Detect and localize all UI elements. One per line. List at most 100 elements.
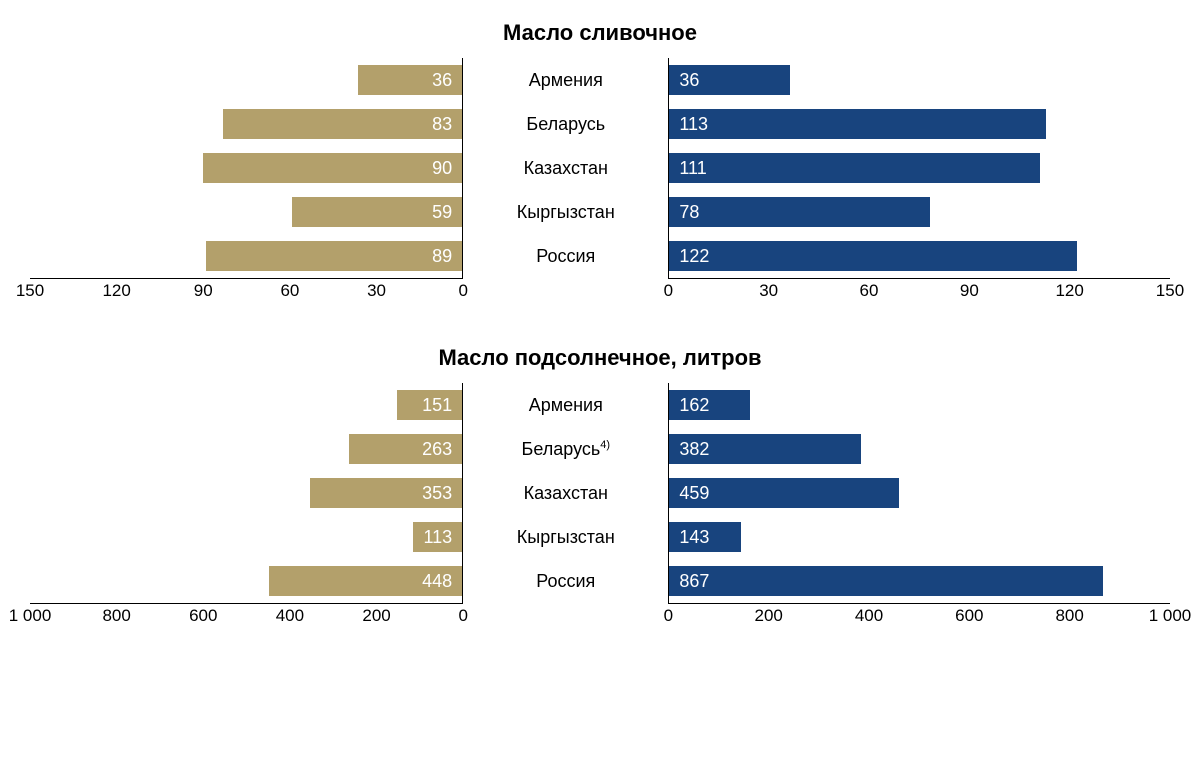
axis-ticks: 0306090120150: [668, 279, 1170, 305]
bar-value: 382: [679, 439, 709, 460]
bar-right: 459: [669, 478, 899, 508]
category-label-text: Кыргызстан: [517, 527, 615, 547]
category-label-text: Армения: [529, 70, 603, 90]
category-row: Беларусь: [463, 102, 668, 146]
bar-row-right: 113: [669, 102, 1170, 146]
panel-right: 36113111781220306090120150: [668, 58, 1170, 305]
category-label: Казахстан: [524, 158, 608, 179]
bar-value: 122: [679, 246, 709, 267]
bars-area: Армения Беларусь4) Казахстан Кыргызстан Росс…: [463, 383, 668, 603]
chart-title: Масло подсолнечное, литров: [30, 345, 1170, 371]
bars-area: 36 83 90 59 89: [30, 58, 463, 278]
axis-spacer: [463, 278, 668, 304]
bar-row-left: 448: [30, 559, 462, 603]
bar-value: 151: [422, 395, 452, 416]
bar-value: 113: [679, 114, 708, 135]
bar-value: 113: [423, 527, 452, 548]
bar-left: 90: [203, 153, 462, 183]
category-label: Армения: [529, 70, 603, 91]
chart-body: 36839059891501209060300АрменияБеларусьКа…: [30, 58, 1170, 305]
category-row: Кыргызстан: [463, 190, 668, 234]
bar-row-left: 36: [30, 58, 462, 102]
category-label: Россия: [536, 246, 595, 267]
bars-area: Армения Беларусь Казахстан Кыргызстан Россия: [463, 58, 668, 278]
category-row: Россия: [463, 234, 668, 278]
category-label: Казахстан: [524, 483, 608, 504]
category-row: Кыргызстан: [463, 515, 668, 559]
category-label: Кыргызстан: [517, 202, 615, 223]
axis-tick: 1 000: [1149, 606, 1192, 626]
bar-right: 122: [669, 241, 1076, 271]
category-label: Кыргызстан: [517, 527, 615, 548]
bar-right: 113: [669, 109, 1046, 139]
axis-tick: 0: [664, 281, 673, 301]
bar-left: 36: [358, 65, 462, 95]
category-row: Казахстан: [463, 471, 668, 515]
bar-right: 78: [669, 197, 929, 227]
axis-tick: 200: [362, 606, 390, 626]
bar-left: 448: [269, 566, 463, 596]
axis-tick: 400: [276, 606, 304, 626]
panel-left: 1512633531134481 0008006004002000: [30, 383, 463, 630]
bar-row-right: 78: [669, 190, 1170, 234]
bar-value: 143: [679, 527, 709, 548]
bar-row-left: 263: [30, 427, 462, 471]
axis-tick: 150: [1156, 281, 1184, 301]
bar-right: 143: [669, 522, 741, 552]
category-label-text: Россия: [536, 246, 595, 266]
category-label-text: Армения: [529, 395, 603, 415]
bar-left: 59: [292, 197, 462, 227]
bar-value: 59: [432, 202, 452, 223]
bar-row-right: 111: [669, 146, 1170, 190]
category-label: Беларусь: [526, 114, 605, 135]
chart-title: Масло сливочное: [30, 20, 1170, 46]
category-label-text: Беларусь: [522, 439, 601, 459]
bar-row-right: 122: [669, 234, 1170, 278]
axis-tick: 200: [755, 606, 783, 626]
bar-row-left: 83: [30, 102, 462, 146]
axis-spacer: [463, 603, 668, 629]
axis-tick: 800: [102, 606, 130, 626]
axis-tick: 90: [960, 281, 979, 301]
category-label: Беларусь4): [522, 439, 611, 460]
category-row: Армения: [463, 58, 668, 102]
bar-value: 162: [679, 395, 709, 416]
axis-tick: 120: [1055, 281, 1083, 301]
bar-row-left: 59: [30, 190, 462, 234]
axis-tick: 120: [102, 281, 130, 301]
axis-tick: 400: [855, 606, 883, 626]
axis-tick: 600: [955, 606, 983, 626]
panel-mid: Армения Беларусь Казахстан Кыргызстан Россия: [463, 58, 668, 305]
axis-tick: 90: [194, 281, 213, 301]
bar-row-right: 459: [669, 471, 1170, 515]
bar-right: 36: [669, 65, 789, 95]
bar-value: 867: [679, 571, 709, 592]
bar-value: 36: [432, 70, 452, 91]
bar-row-right: 143: [669, 515, 1170, 559]
axis-tick: 60: [280, 281, 299, 301]
axis-tick: 0: [664, 606, 673, 626]
bar-value: 111: [679, 158, 706, 179]
axis-tick: 600: [189, 606, 217, 626]
category-label: Армения: [529, 395, 603, 416]
category-label-text: Россия: [536, 571, 595, 591]
axis-ticks: 1 0008006004002000: [30, 604, 463, 630]
category-row: Казахстан: [463, 146, 668, 190]
bar-row-left: 151: [30, 383, 462, 427]
axis-tick: 60: [860, 281, 879, 301]
bar-value: 89: [432, 246, 452, 267]
bar-right: 867: [669, 566, 1103, 596]
bar-row-left: 89: [30, 234, 462, 278]
bar-left: 83: [223, 109, 462, 139]
bar-row-left: 113: [30, 515, 462, 559]
bar-left: 263: [349, 434, 463, 464]
category-row: Беларусь4): [463, 427, 668, 471]
axis-tick: 150: [16, 281, 44, 301]
charts-root: Масло сливочное36839059891501209060300Ар…: [30, 20, 1170, 630]
axis-tick: 30: [759, 281, 778, 301]
bar-row-right: 867: [669, 559, 1170, 603]
category-label-text: Беларусь: [526, 114, 605, 134]
bar-value: 448: [422, 571, 452, 592]
bar-row-right: 382: [669, 427, 1170, 471]
bar-value: 459: [679, 483, 709, 504]
